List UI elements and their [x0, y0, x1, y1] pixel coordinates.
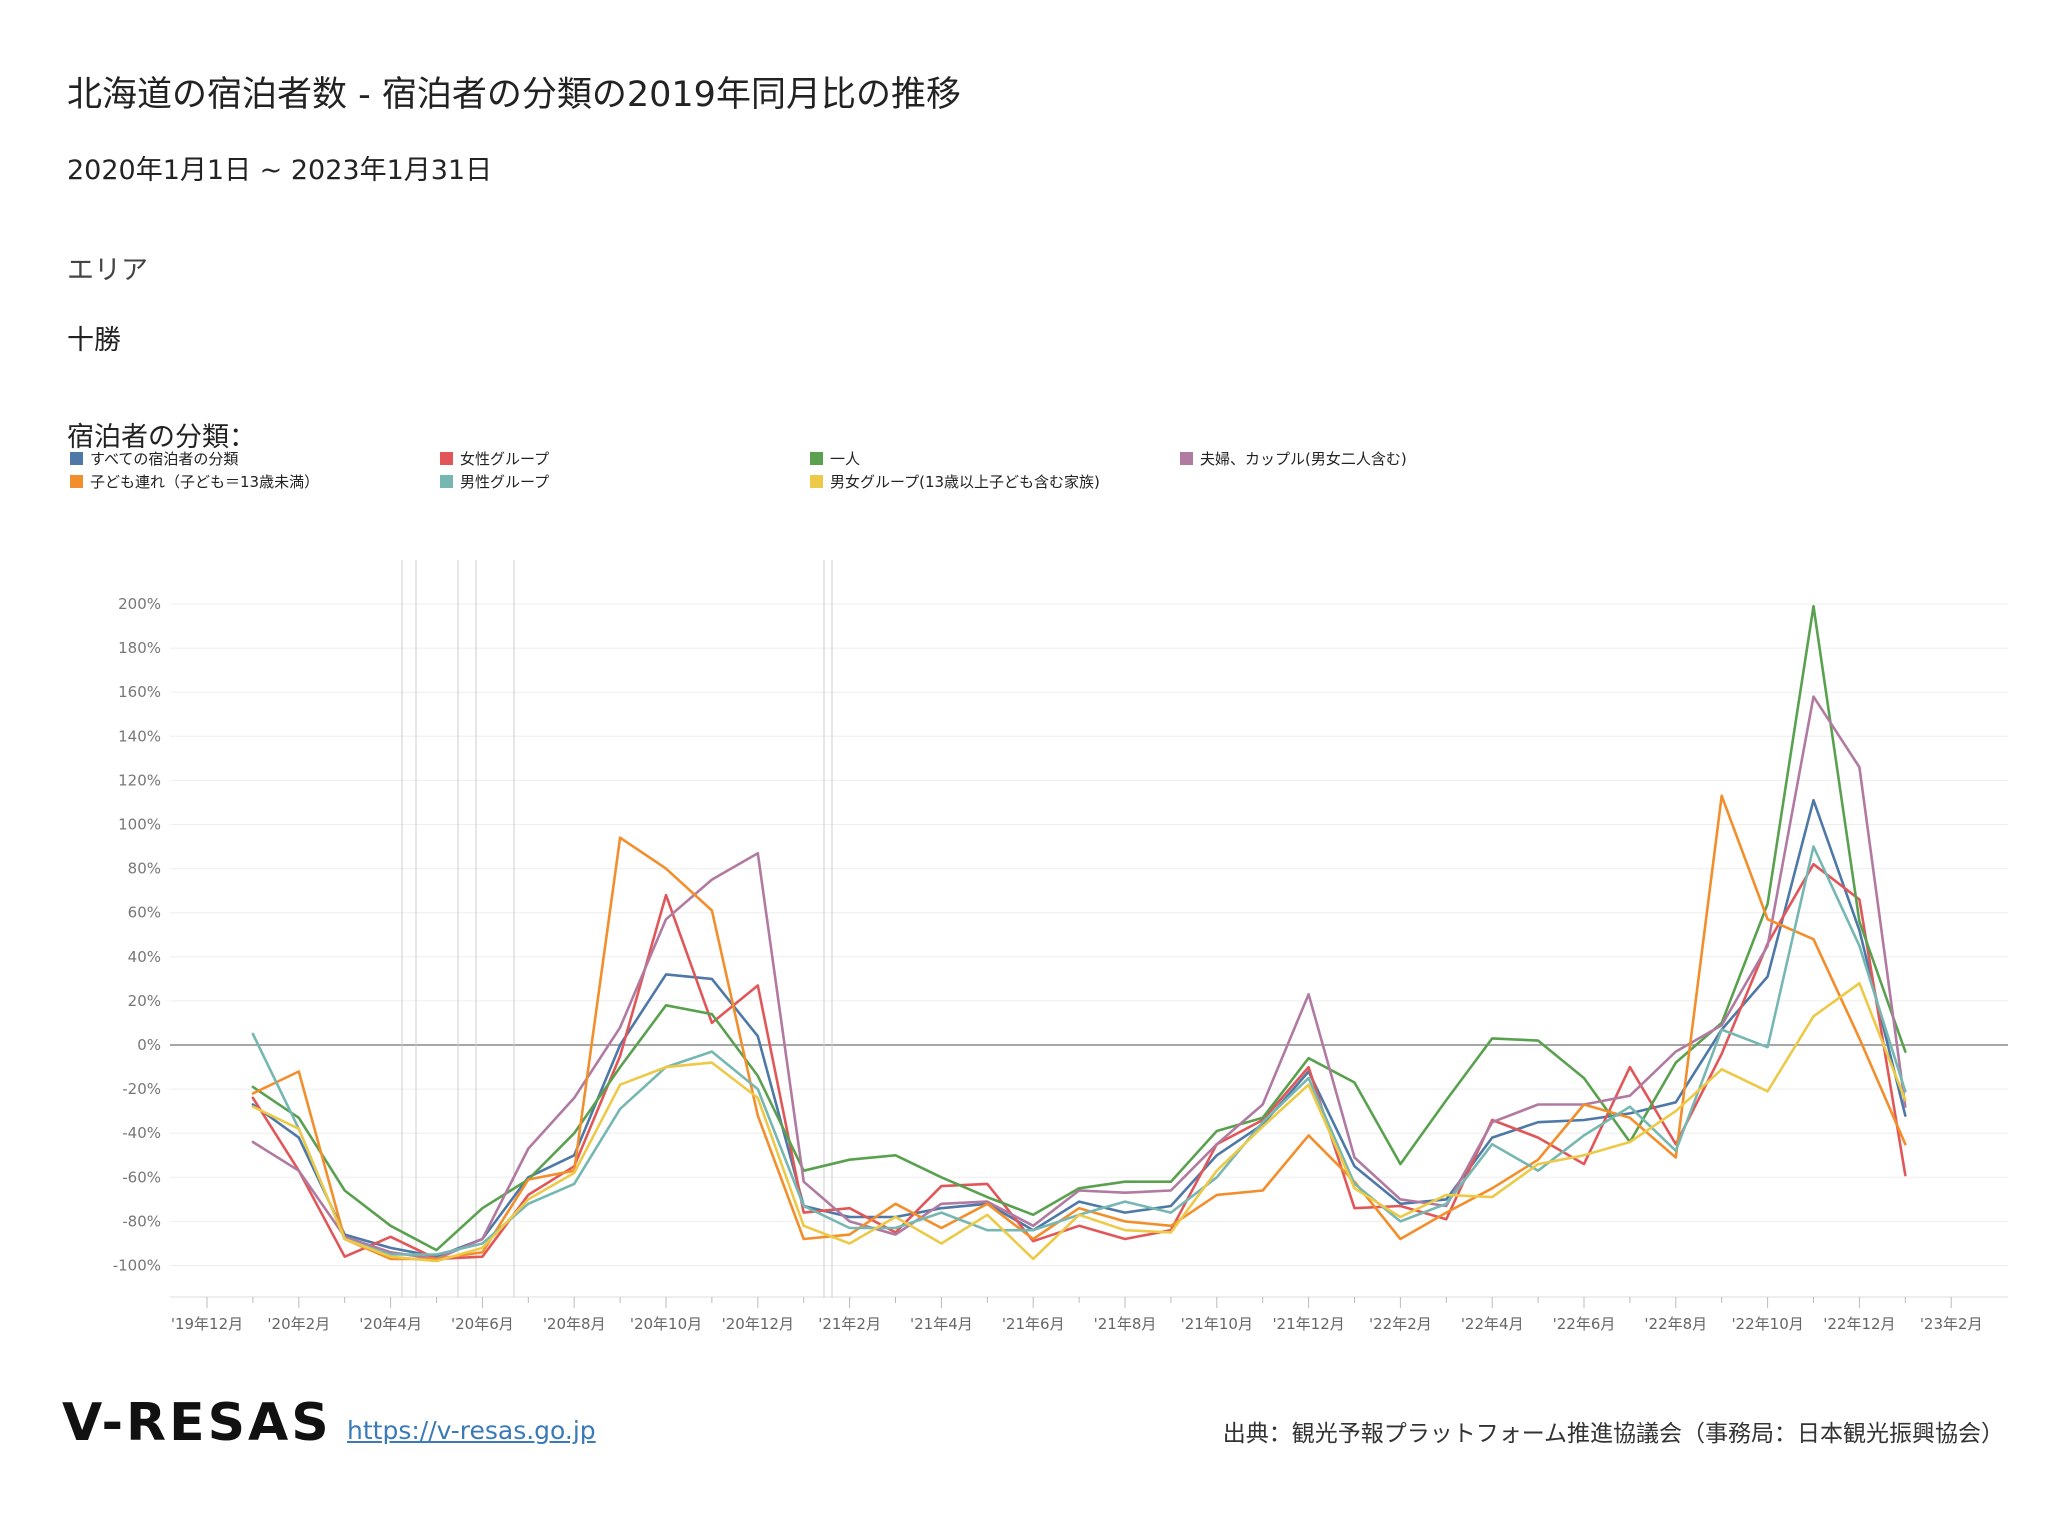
legend-item: 一人	[810, 448, 860, 469]
legend-swatch	[440, 452, 453, 465]
x-tick-label: '21年10月	[1181, 1315, 1253, 1333]
legend-item: 夫婦、カップル(男女二人含む)	[1180, 448, 1407, 469]
y-tick-label: -40%	[122, 1124, 161, 1142]
y-tick-label: -20%	[122, 1080, 161, 1098]
period-label: 2020年1月1日 ~ 2023年1月31日	[67, 155, 493, 186]
x-tick-label: '22年4月	[1461, 1315, 1524, 1333]
x-tick-label: '22年6月	[1553, 1315, 1616, 1333]
y-tick-label: -100%	[113, 1257, 161, 1275]
y-tick-label: 60%	[128, 904, 161, 922]
y-tick-label: 180%	[118, 639, 161, 657]
x-tick-label: '22年12月	[1823, 1315, 1895, 1333]
legend-label: 子ども連れ（子ども＝13歳未満）	[90, 473, 320, 491]
legend-item: 男女グループ(13歳以上子ども含む家族)	[810, 471, 1100, 492]
y-tick-label: -60%	[122, 1168, 161, 1186]
y-tick-label: 40%	[128, 948, 161, 966]
legend-swatch	[810, 475, 823, 488]
x-tick-label: '20年12月	[722, 1315, 794, 1333]
legend-label: 男性グループ	[460, 473, 550, 491]
x-tick-label: '21年2月	[818, 1315, 881, 1333]
x-tick-label: '22年8月	[1644, 1315, 1707, 1333]
series-line	[251, 862, 1907, 1261]
area-label: エリア	[67, 255, 148, 286]
legend-item: 子ども連れ（子ども＝13歳未満）	[70, 471, 319, 492]
area-value: 十勝	[67, 325, 121, 356]
x-tick-label: '20年10月	[630, 1315, 702, 1333]
legend-title: 宿泊者の分類：	[67, 422, 256, 453]
x-tick-label: '19年12月	[171, 1315, 243, 1333]
x-tick-label: '21年12月	[1272, 1315, 1344, 1333]
v-resas-logo: V-RESAS	[62, 1393, 332, 1453]
legend: すべての宿泊者の分類 女性グループ 一人 夫婦、カップル(男女二人含む) 子ども連れ（子…	[70, 448, 1470, 498]
series-line	[251, 695, 1907, 1261]
x-tick-label: '21年4月	[910, 1315, 973, 1333]
y-tick-label: 140%	[118, 727, 161, 745]
x-tick-label: '20年6月	[451, 1315, 514, 1333]
x-tick-label: '20年8月	[543, 1315, 606, 1333]
legend-item: 女性グループ	[440, 448, 549, 469]
x-tick-label: '22年2月	[1369, 1315, 1432, 1333]
x-tick-label: '23年2月	[1920, 1315, 1983, 1333]
x-tick-label: '21年6月	[1002, 1315, 1065, 1333]
legend-swatch	[810, 452, 823, 465]
y-tick-label: 160%	[118, 683, 161, 701]
legend-label: すべての宿泊者の分類	[90, 450, 239, 468]
series-line	[251, 798, 1907, 1259]
legend-swatch	[1180, 452, 1193, 465]
y-tick-label: 80%	[128, 860, 161, 878]
legend-item: すべての宿泊者の分類	[70, 448, 238, 469]
legend-swatch	[70, 452, 83, 465]
legend-label: 夫婦、カップル(男女二人含む)	[1200, 450, 1407, 468]
y-tick-label: 100%	[118, 816, 161, 834]
legend-label: 一人	[830, 450, 861, 468]
v-resas-link[interactable]: https://v-resas.go.jp	[347, 1416, 596, 1445]
x-tick-label: '22年10月	[1731, 1315, 1803, 1333]
legend-swatch	[440, 475, 453, 488]
line-chart: 200% 180% 160% 140% 120% 100% 80% 60% 40% 20% 0% -2…	[113, 560, 2008, 1333]
x-tick-label: '20年2月	[267, 1315, 330, 1333]
y-tick-label: -80%	[122, 1212, 161, 1230]
y-tick-label: 120%	[118, 771, 161, 789]
page-title: 北海道の宿泊者数 - 宿泊者の分類の2019年同月比の推移	[67, 75, 961, 115]
y-tick-label: 20%	[128, 992, 161, 1010]
series-line	[251, 981, 1907, 1263]
legend-swatch	[70, 475, 83, 488]
series-line	[251, 845, 1907, 1256]
x-tick-label: '21年8月	[1094, 1315, 1157, 1333]
legend-item: 男性グループ	[440, 471, 549, 492]
legend-label: 女性グループ	[460, 450, 550, 468]
y-tick-label: 0%	[137, 1036, 161, 1054]
series-line	[251, 794, 1907, 1261]
x-tick-label: '20年4月	[359, 1315, 422, 1333]
legend-label: 男女グループ(13歳以上子ども含む家族)	[830, 473, 1100, 491]
series-line	[251, 604, 1907, 1252]
source-note: 出典：観光予報プラットフォーム推進協議会（事務局：日本観光振興協会）	[1222, 1421, 2004, 1447]
y-tick-label: 200%	[118, 595, 161, 613]
